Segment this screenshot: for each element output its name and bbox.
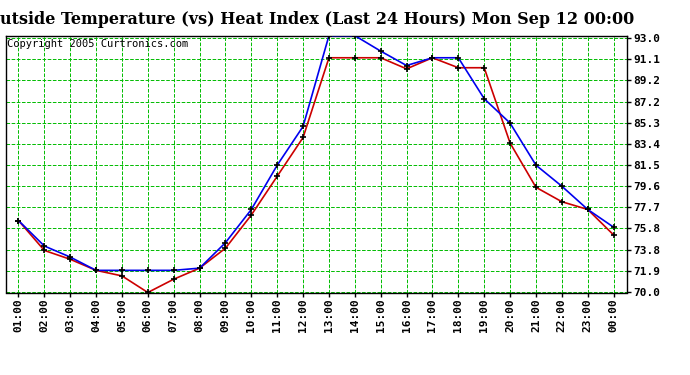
- Text: Copyright 2005 Curtronics.com: Copyright 2005 Curtronics.com: [8, 39, 188, 50]
- Text: Outside Temperature (vs) Heat Index (Last 24 Hours) Mon Sep 12 00:00: Outside Temperature (vs) Heat Index (Las…: [0, 11, 635, 28]
